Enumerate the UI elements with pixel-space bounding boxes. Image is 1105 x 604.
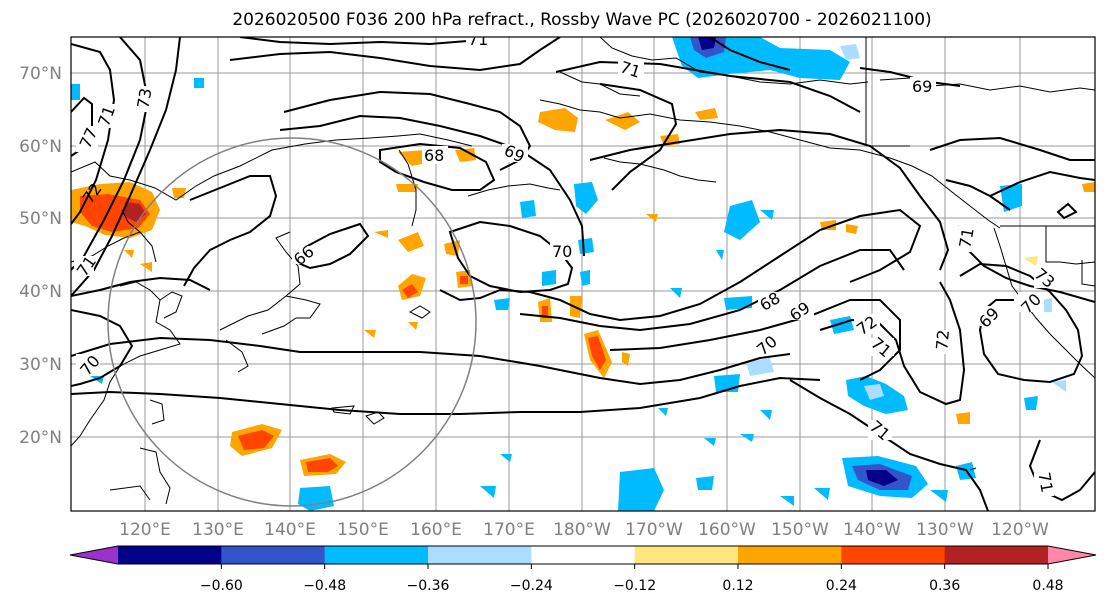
colorbar-extend-high	[1048, 546, 1096, 564]
colorbar-segment	[944, 546, 1049, 564]
map-content: 71 71 69 73 71 77 72 71 68 69 66 70 68	[71, 30, 1095, 511]
lon-label: 140°W	[843, 520, 901, 540]
colorbar-segment	[738, 546, 842, 564]
colorbar-tick-label: −0.24	[510, 578, 553, 594]
colorbar-tick-label: 0.24	[826, 578, 857, 594]
longitude-labels: 120°E 130°E 140°E 150°E 160°E 170°E 180°…	[119, 520, 1049, 540]
lat-label: 50°N	[19, 209, 62, 229]
lon-label: 160°E	[410, 520, 462, 540]
contour-label: 72	[932, 329, 953, 351]
colorbar-outline	[69, 545, 1097, 565]
contour-label: 71	[1034, 471, 1056, 494]
colorbar: −0.60 −0.48 −0.36 −0.24 −0.12 0.12 0.24 0.36 0.4…	[69, 545, 1097, 594]
colorbar-tick-label: −0.12	[613, 578, 656, 594]
figure-title: 2026020500 F036 200 hPa refract., Rossby…	[232, 10, 931, 30]
lon-label: 180°W	[553, 520, 611, 540]
lon-label: 130°W	[916, 520, 974, 540]
lat-label: 60°N	[19, 137, 62, 157]
colorbar-extend-low	[70, 546, 118, 564]
colorbar-tick-label: −0.48	[303, 578, 346, 594]
negative-anomaly-shading	[71, 37, 1066, 511]
latitude-labels: 70°N 60°N 50°N 40°N 30°N 20°N	[19, 64, 62, 448]
lon-label: 150°E	[337, 520, 389, 540]
contour-label: 69	[912, 77, 932, 96]
contour-label: 73	[133, 87, 155, 110]
lat-label: 30°N	[19, 355, 62, 375]
colorbar-tick-label: 0.48	[1032, 578, 1063, 594]
contour-label: 71	[955, 226, 977, 249]
colorbar-segment	[324, 546, 429, 564]
lat-label: 40°N	[19, 282, 62, 302]
lat-label: 70°N	[19, 64, 62, 84]
lon-label: 170°W	[625, 520, 683, 540]
lon-label: 160°W	[698, 520, 756, 540]
contour-label: 71	[468, 30, 488, 49]
colorbar-segment	[428, 546, 532, 564]
gridlines	[71, 37, 1095, 511]
colorbar-segment	[531, 546, 636, 564]
colorbar-segment	[221, 546, 326, 564]
lon-label: 130°E	[192, 520, 244, 540]
lon-label: 120°E	[119, 520, 171, 540]
lat-label: 20°N	[19, 428, 62, 448]
colorbar-segment	[118, 546, 222, 564]
lon-label: 170°E	[483, 520, 535, 540]
colorbar-tick-label: 0.12	[722, 578, 753, 594]
colorbar-segment	[634, 546, 739, 564]
contour-labels: 71 71 69 73 71 77 72 71 68 69 66 70 68	[73, 30, 1058, 496]
lon-label: 150°W	[771, 520, 829, 540]
map-frame	[70, 36, 1096, 512]
lon-label: 120°W	[991, 520, 1049, 540]
colorbar-tick-label: −0.36	[407, 578, 450, 594]
colorbar-tick-label: 0.36	[929, 578, 960, 594]
contour-label: 68	[424, 146, 444, 165]
colorbar-tick-label: −0.60	[200, 578, 243, 594]
contour-label: 70	[552, 242, 572, 261]
positive-anomaly-shading	[71, 108, 1095, 476]
colorbar-segment	[841, 546, 946, 564]
region-circle	[107, 137, 477, 507]
lon-label: 140°E	[264, 520, 316, 540]
